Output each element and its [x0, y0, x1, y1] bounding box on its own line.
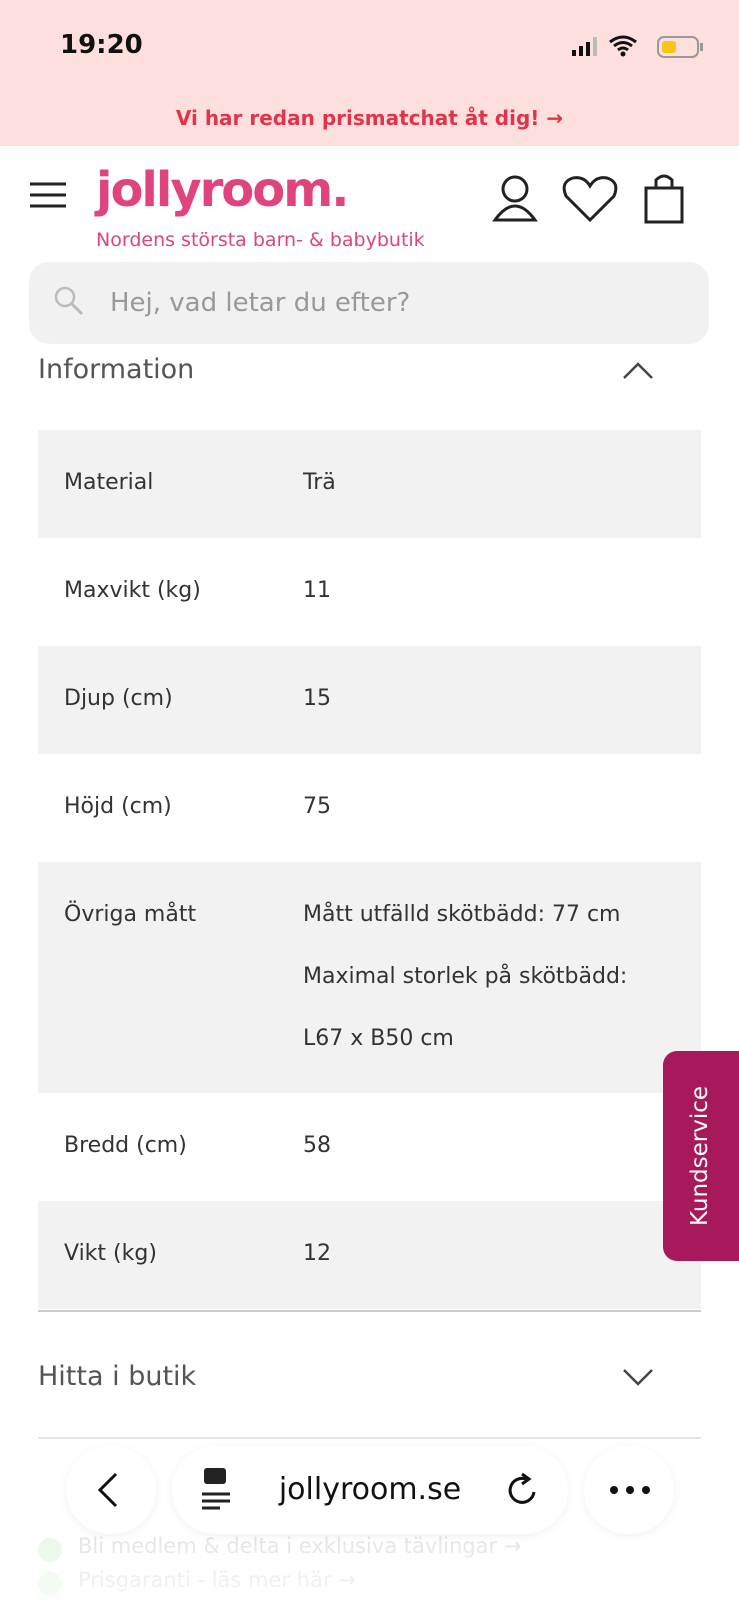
back-button[interactable]	[66, 1446, 156, 1534]
chevron-up[interactable]	[622, 360, 654, 380]
table-row: Höjd (cm) 75	[38, 754, 701, 862]
chevron-down[interactable]	[622, 1368, 654, 1388]
divider	[38, 1310, 701, 1312]
search-placeholder[interactable]: Hej, vad letar du efter?	[110, 288, 411, 318]
status-icons	[572, 35, 703, 58]
row-value: Mått utfälld skötbädd: 77 cm	[303, 902, 621, 927]
row-value: L67 x B50 cm	[303, 1026, 454, 1051]
table-row: Bredd (cm) 58	[38, 1093, 701, 1201]
row-label: Bredd (cm)	[64, 1133, 187, 1158]
row-value: 12	[303, 1241, 331, 1266]
table-row: Djup (cm) 15	[38, 646, 701, 754]
row-label: Övriga mått	[64, 902, 197, 927]
row-label: Material	[64, 470, 154, 495]
row-value: 58	[303, 1133, 331, 1158]
url[interactable]: jollyroom.se	[278, 1472, 462, 1507]
address-bar[interactable]	[172, 1446, 568, 1534]
search-box[interactable]	[29, 262, 709, 344]
row-value: 11	[303, 578, 331, 603]
promo-link[interactable]: Vi har redan prismatchat åt dig! →	[175, 106, 564, 130]
section-title[interactable]: Hitta i butik	[38, 1361, 197, 1392]
logo[interactable]: jollyroom.	[96, 162, 349, 218]
back-icon	[97, 1472, 118, 1508]
menu-icon[interactable]	[30, 182, 68, 208]
reload-icon[interactable]	[506, 1472, 540, 1508]
row-label: Maxvikt (kg)	[64, 578, 201, 603]
row-value: Maximal storlek på skötbädd:	[303, 964, 628, 989]
row-value: 75	[303, 794, 331, 819]
row-label: Djup (cm)	[64, 686, 173, 711]
row-value: 15	[303, 686, 331, 711]
search-icon	[54, 286, 84, 316]
table-row: Material Trä	[38, 430, 701, 538]
section-title[interactable]: Information	[38, 354, 195, 385]
side-tab[interactable]	[663, 1051, 739, 1261]
table-row: Vikt (kg) 12	[38, 1201, 701, 1309]
row-label: Vikt (kg)	[64, 1241, 157, 1266]
tagline: Nordens största barn- & babybutik	[96, 229, 425, 251]
side-tab-label[interactable]: Kundservice	[687, 1085, 713, 1227]
row-label: Höjd (cm)	[64, 794, 172, 819]
reader-icon	[202, 1468, 230, 1510]
header-icons[interactable]	[490, 174, 690, 226]
more-icon	[610, 1486, 650, 1494]
table-row: Övriga mått Mått utfälld skötbädd: 77 cm M…	[38, 862, 701, 1093]
table-row: Maxvikt (kg) 11	[38, 538, 701, 646]
row-value: Trä	[303, 470, 336, 495]
top-banner	[0, 0, 739, 146]
clock: 19:20	[60, 30, 143, 60]
